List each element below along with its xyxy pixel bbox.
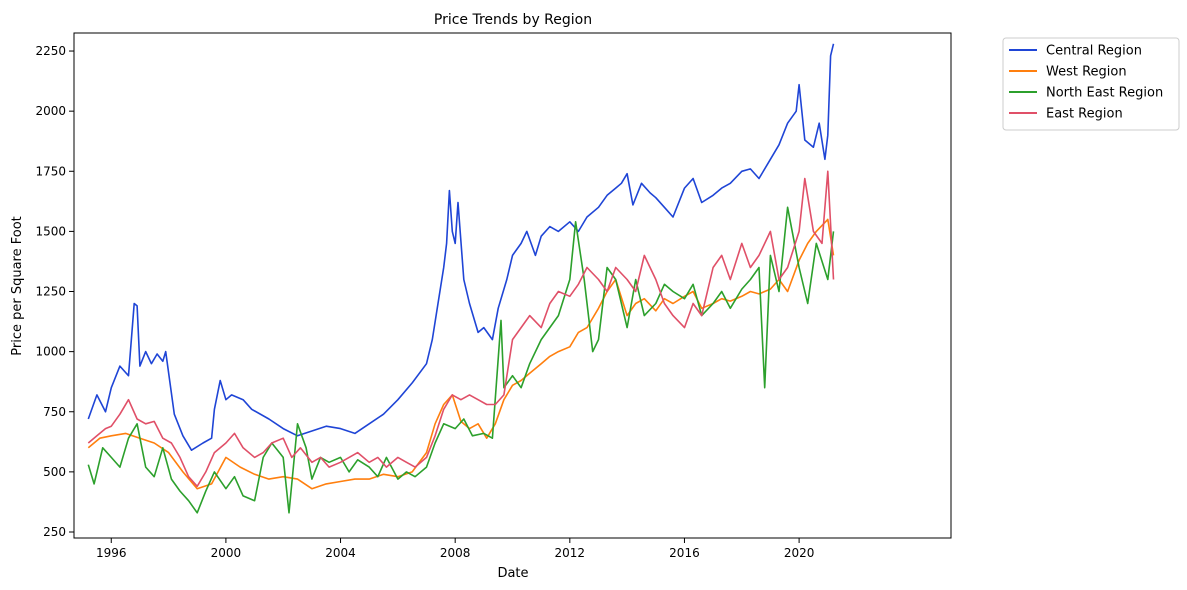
x-tick-label: 2012 bbox=[555, 546, 586, 560]
x-tick-label: 2008 bbox=[440, 546, 471, 560]
legend-label: West Region bbox=[1046, 65, 1127, 80]
y-tick-label: 1750 bbox=[35, 164, 66, 178]
plot-area bbox=[87, 43, 835, 514]
x-axis-label: Date bbox=[497, 566, 528, 581]
x-tick-label: 2016 bbox=[669, 546, 700, 560]
legend-box bbox=[1002, 37, 1180, 131]
y-tick-label: 1000 bbox=[35, 345, 66, 359]
legend: Central Region West Region North East Regi… bbox=[1002, 37, 1180, 131]
series-line-0 bbox=[87, 43, 835, 452]
y-tick-label: 750 bbox=[43, 405, 66, 419]
y-tick-label: 2250 bbox=[35, 44, 66, 58]
legend-label: Central Region bbox=[1046, 44, 1142, 59]
x-tick-label: 2004 bbox=[325, 546, 356, 560]
y-axis: 250 500 750 1000 1250 1500 1750 2000 2250 bbox=[35, 44, 74, 539]
series-line-1 bbox=[87, 218, 835, 490]
legend-label: East Region bbox=[1046, 107, 1123, 122]
y-tick-label: 2000 bbox=[35, 104, 66, 118]
x-tick-label: 2020 bbox=[784, 546, 815, 560]
legend-label: North East Region bbox=[1046, 86, 1163, 101]
series-line-2 bbox=[87, 206, 835, 514]
x-axis: 1996 2000 2004 2008 2012 2016 2020 bbox=[96, 538, 814, 560]
y-tick-label: 250 bbox=[43, 525, 66, 539]
x-tick-label: 1996 bbox=[96, 546, 127, 560]
y-axis-label: Price per Square Foot bbox=[10, 216, 25, 356]
series-line-3 bbox=[87, 170, 835, 488]
y-tick-label: 500 bbox=[43, 465, 66, 479]
x-tick-label: 2000 bbox=[211, 546, 242, 560]
y-tick-label: 1250 bbox=[35, 285, 66, 299]
plot-frame bbox=[73, 32, 952, 539]
y-tick-label: 1500 bbox=[35, 224, 66, 238]
chart-title: Price Trends by Region bbox=[434, 12, 592, 28]
